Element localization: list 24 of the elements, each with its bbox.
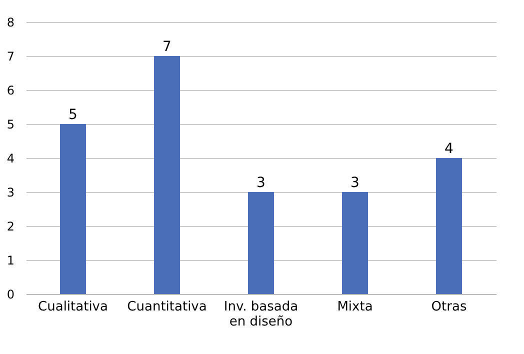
y-tick-label: 7 (6, 50, 14, 64)
bar (154, 56, 180, 294)
bar (342, 192, 368, 294)
x-tick-label: Inv. basada en diseño (224, 300, 298, 330)
y-tick-label: 0 (6, 288, 14, 302)
x-tick-label: Cuantitativa (127, 300, 207, 314)
y-tick-label: 8 (6, 16, 14, 30)
y-tick-label: 6 (6, 84, 14, 98)
x-tick-label: Otras (431, 300, 467, 314)
data-label: 3 (256, 175, 266, 191)
y-tick-label: 5 (6, 118, 14, 132)
data-label: 5 (68, 107, 78, 123)
bar (248, 192, 274, 294)
data-label: 3 (350, 175, 360, 191)
y-tick-label: 3 (6, 186, 14, 200)
y-tick-label: 1 (6, 254, 14, 268)
bar (436, 158, 462, 294)
data-label: 7 (162, 39, 172, 55)
y-tick-label: 4 (6, 152, 14, 166)
y-tick-label: 2 (6, 220, 14, 234)
x-tick-label: Cualitativa (38, 300, 108, 314)
x-tick-label: Mixta (337, 300, 373, 314)
bar (60, 124, 86, 294)
data-label: 4 (444, 141, 454, 157)
